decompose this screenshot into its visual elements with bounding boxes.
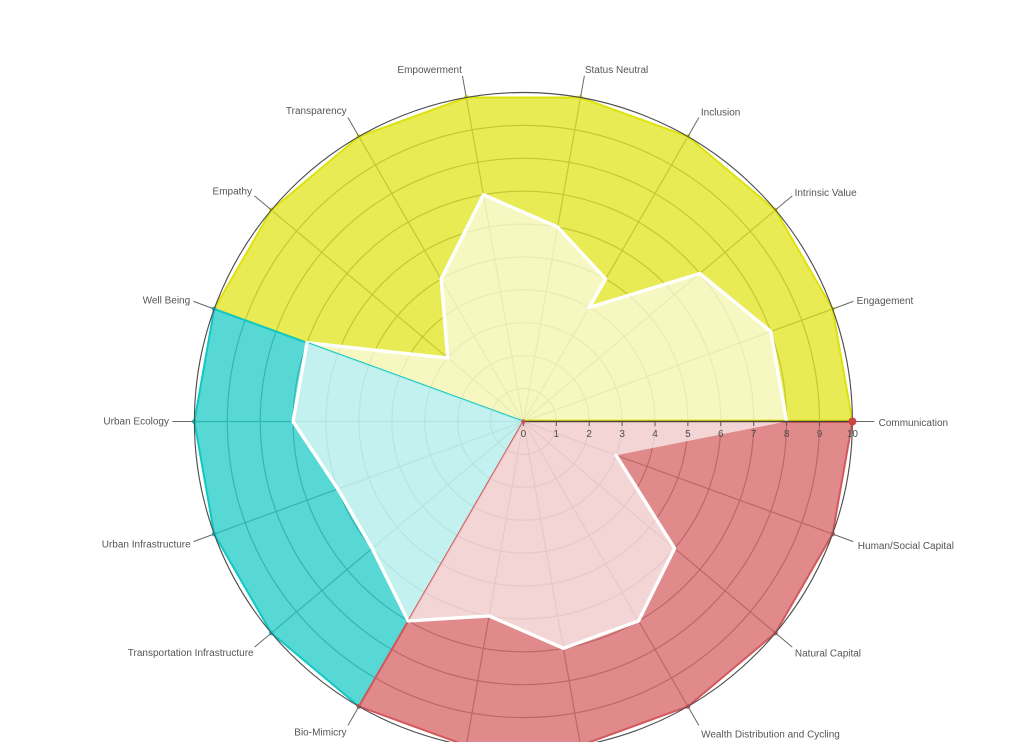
svg-text:6: 6 — [718, 429, 724, 440]
svg-text:Communication: Communication — [879, 418, 948, 429]
svg-text:Empathy: Empathy — [213, 186, 252, 197]
svg-text:9: 9 — [817, 429, 823, 440]
svg-text:Empowerment: Empowerment — [397, 65, 462, 76]
svg-text:1: 1 — [554, 429, 560, 440]
svg-text:Bio-Mimicry: Bio-Mimicry — [294, 728, 346, 739]
svg-text:Transparency: Transparency — [286, 106, 347, 117]
svg-text:Human/Social Capital: Human/Social Capital — [858, 541, 954, 552]
svg-text:2: 2 — [586, 429, 592, 440]
svg-text:Urban Infrastructure: Urban Infrastructure — [102, 540, 191, 551]
svg-text:4: 4 — [652, 429, 658, 440]
svg-text:10: 10 — [847, 429, 859, 440]
svg-text:Inclusion: Inclusion — [701, 107, 740, 118]
svg-text:Transportation Infrastructure: Transportation Infrastructure — [128, 648, 254, 659]
svg-text:Engagement: Engagement — [857, 296, 914, 307]
svg-text:7: 7 — [751, 429, 757, 440]
svg-text:8: 8 — [784, 429, 790, 440]
svg-text:5: 5 — [685, 429, 691, 440]
svg-text:Urban Ecology: Urban Ecology — [103, 417, 169, 428]
svg-text:3: 3 — [619, 429, 625, 440]
svg-text:0: 0 — [521, 429, 527, 440]
svg-text:Well Being: Well Being — [143, 295, 191, 306]
svg-text:Wealth Distribution and Cyclin: Wealth Distribution and Cycling — [701, 730, 840, 741]
svg-text:Status Neutral: Status Neutral — [585, 65, 648, 76]
svg-text:Natural Capital: Natural Capital — [795, 649, 861, 660]
svg-text:Intrinsic Value: Intrinsic Value — [795, 188, 858, 199]
